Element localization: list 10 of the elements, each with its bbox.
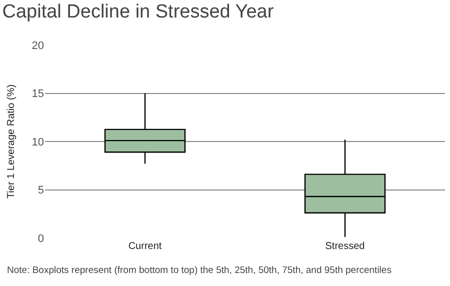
y-tick-label: 5 — [38, 184, 44, 197]
y-tick-label: 0 — [38, 232, 44, 245]
y-axis-title: Tier 1 Leverage Ratio (%) — [6, 84, 17, 199]
x-tick-label: Current — [128, 241, 162, 252]
y-tick-label: 10 — [32, 136, 44, 148]
chart-title: Capital Decline in Stressed Year — [2, 2, 274, 23]
y-tick-label: 15 — [32, 88, 44, 100]
y-tick-label: 20 — [32, 40, 44, 52]
x-tick-label: Stressed — [325, 241, 365, 252]
text: Note: Boxplots represent (from bottom to top) the 5th, 25th, 50th, 75th, and 95th percentiles — [7, 265, 392, 276]
